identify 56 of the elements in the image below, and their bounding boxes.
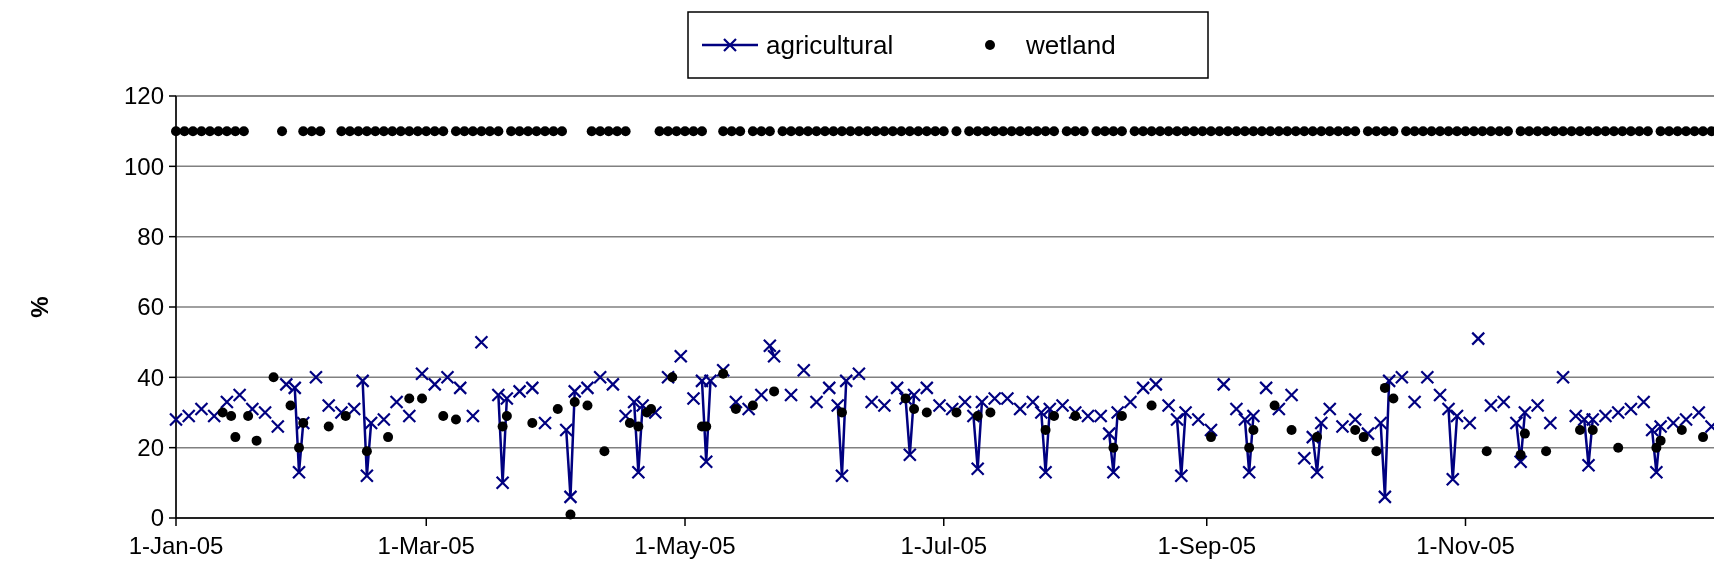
legend-label: wetland bbox=[1025, 30, 1116, 61]
point bbox=[1517, 405, 1532, 420]
point bbox=[1441, 401, 1456, 417]
point bbox=[1246, 408, 1261, 424]
point bbox=[559, 422, 574, 438]
x-tick-label: 1-Jul-05 bbox=[900, 532, 988, 559]
point bbox=[1038, 465, 1053, 480]
point bbox=[830, 398, 845, 413]
point bbox=[1309, 465, 1325, 480]
point bbox=[1106, 465, 1121, 480]
point bbox=[966, 408, 981, 424]
point bbox=[1314, 415, 1329, 431]
x-tick-label: 1-Nov-05 bbox=[1416, 532, 1515, 559]
point bbox=[699, 454, 714, 469]
point bbox=[1513, 454, 1528, 469]
point bbox=[1445, 472, 1460, 487]
point bbox=[1174, 468, 1189, 483]
point bbox=[1305, 430, 1320, 445]
point bbox=[839, 373, 854, 388]
point bbox=[834, 468, 850, 483]
point bbox=[970, 461, 985, 476]
point bbox=[491, 387, 506, 403]
y-tick-label: 20 bbox=[137, 434, 164, 462]
y-tick-label: 40 bbox=[137, 363, 164, 391]
x-tick-label: 1-Sep-05 bbox=[1157, 532, 1257, 559]
point bbox=[359, 468, 374, 483]
point bbox=[563, 489, 578, 504]
y-tick-label: 80 bbox=[137, 223, 164, 251]
point bbox=[627, 394, 642, 410]
point bbox=[1373, 415, 1388, 431]
x-tick-label: 1-Jan-05 bbox=[128, 532, 224, 559]
point bbox=[1509, 415, 1524, 431]
point bbox=[1102, 426, 1117, 441]
y-tick-label: 60 bbox=[137, 293, 164, 321]
legend-label: agricultural bbox=[766, 30, 894, 61]
point bbox=[1377, 489, 1392, 504]
point bbox=[1178, 405, 1193, 420]
point bbox=[291, 465, 307, 480]
x-tick-label: 1-Mar-05 bbox=[377, 532, 475, 559]
point bbox=[1581, 458, 1596, 473]
point bbox=[355, 373, 370, 388]
point bbox=[495, 475, 510, 490]
x-tick-label: 1-May-05 bbox=[634, 532, 736, 559]
y-tick-label: 100 bbox=[123, 152, 164, 180]
y-tick-label: 0 bbox=[150, 504, 164, 532]
point bbox=[1242, 465, 1257, 480]
point bbox=[766, 349, 782, 364]
point bbox=[1649, 465, 1664, 480]
point bbox=[906, 387, 922, 403]
point bbox=[287, 380, 302, 395]
y-axis-title: % bbox=[26, 296, 53, 318]
y-tick-label: 120 bbox=[123, 82, 164, 110]
point bbox=[1110, 405, 1125, 420]
point bbox=[902, 447, 917, 462]
point bbox=[631, 465, 646, 480]
point bbox=[762, 338, 777, 353]
